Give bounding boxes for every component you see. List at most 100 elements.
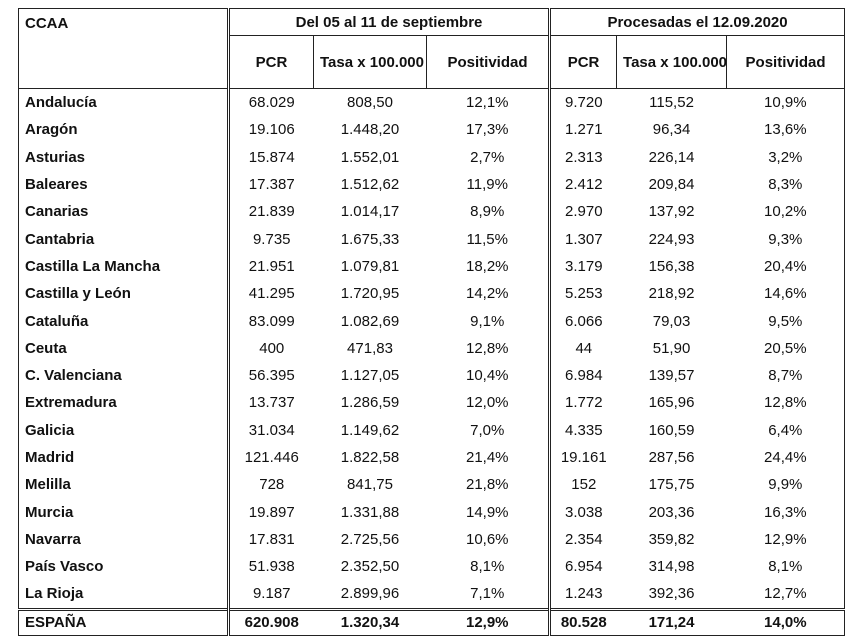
region-cell: ESPAÑA — [18, 607, 230, 636]
value-cell: 841,75 — [347, 476, 393, 494]
value-cell: 21,8% — [426, 471, 552, 499]
value-cell: 1.320,34 — [313, 607, 427, 636]
value-cell: 13.737 — [248, 394, 295, 412]
value-cell: 115,52 — [649, 94, 694, 112]
value-cell: 20,4% — [764, 257, 807, 275]
value-cell: 165,96 — [648, 394, 695, 412]
table-row: Cantabria 9.735 1.675,33 11,5% 1.307 224,93 9,… — [18, 225, 845, 253]
value-cell: 1.822,58 — [340, 449, 400, 466]
value-cell: 44 — [575, 339, 593, 357]
value-cell: 1.286,59 — [340, 394, 400, 412]
value-cell: 12,9% — [426, 607, 552, 636]
value-cell: 1.512,62 — [340, 176, 400, 194]
region-cell: Cataluña — [18, 307, 230, 335]
value-cell: 14,0% — [726, 607, 845, 636]
value-cell: 17.831 — [248, 530, 295, 548]
value-cell: 224,93 — [648, 230, 695, 248]
column-header: PCR — [228, 35, 314, 89]
value-cell: 392,36 — [648, 585, 695, 603]
table-row: Madrid 121.446 1.822,58 21,4% 19.161 287,56 24… — [18, 443, 845, 472]
value-cell: 1.243 — [565, 585, 603, 603]
value-cell: 9,3% — [768, 230, 803, 248]
value-cell: 8,1% — [768, 558, 803, 576]
region-cell: Galicia — [18, 416, 230, 444]
table-row: Andalucía 68.029 808,50 12,1% 9.720 115,52 10,… — [18, 88, 845, 117]
region-cell: Aragón — [18, 116, 230, 144]
value-cell: 1.307 — [565, 230, 603, 248]
value-cell: 31.034 — [248, 421, 295, 439]
value-cell: 51,90 — [652, 339, 691, 357]
region-cell: País Vasco — [18, 553, 230, 581]
value-cell: 6.066 — [565, 312, 603, 330]
table-row: Aragón 19.106 1.448,20 17,3% 1.271 96,34 13,6% — [18, 116, 845, 144]
value-cell: 3,2% — [768, 148, 803, 166]
column-header: Positividad — [425, 35, 552, 89]
value-cell: 83.099 — [248, 312, 295, 330]
value-cell: 1.720,95 — [340, 285, 400, 303]
value-cell: 9,5% — [768, 312, 803, 330]
value-cell: 287,56 — [648, 449, 695, 466]
value-cell: 68.029 — [248, 94, 295, 112]
value-cell: 209,84 — [648, 176, 695, 194]
value-cell: 11,9% — [426, 170, 552, 199]
value-cell: 5.253 — [565, 285, 603, 303]
value-cell: 2,7% — [426, 143, 552, 171]
value-cell: 160,59 — [648, 421, 695, 439]
table-row: País Vasco 51.938 2.352,50 8,1% 6.954 314,98 8… — [18, 553, 845, 581]
column-header: PCR — [549, 35, 618, 89]
value-cell: 2.352,50 — [340, 558, 400, 576]
value-cell: 8,1% — [426, 553, 552, 581]
value-cell: 17,3% — [426, 116, 552, 144]
value-cell: 1.331,88 — [340, 503, 400, 521]
region-cell: Andalucía — [18, 88, 230, 117]
value-cell: 471,83 — [347, 339, 393, 357]
region-cell: Ceuta — [18, 334, 230, 362]
value-cell: 56.395 — [248, 367, 295, 385]
value-cell: 203,36 — [648, 503, 695, 521]
value-cell: 2.412 — [565, 176, 603, 194]
value-cell: 12,0% — [426, 389, 552, 417]
value-cell: 1.675,33 — [340, 230, 400, 248]
table-row: C. Valenciana 56.395 1.127,05 10,4% 6.984 139… — [18, 361, 845, 390]
value-cell: 12,9% — [764, 530, 807, 548]
value-cell: 171,24 — [616, 607, 727, 636]
value-cell: 1.149,62 — [340, 421, 400, 439]
value-cell: 314,98 — [648, 558, 695, 576]
value-cell: 137,92 — [648, 203, 695, 221]
table-row: Baleares 17.387 1.512,62 11,9% 2.412 209,84 8,… — [18, 170, 845, 199]
value-cell: 11,5% — [426, 225, 552, 253]
value-cell: 24,4% — [764, 449, 807, 466]
table-row: Castilla La Mancha 21.951 1.079,81 18,2% 3.1… — [18, 252, 845, 281]
table-row: Asturias 15.874 1.552,01 2,7% 2.313 226,14 3,2… — [18, 143, 845, 171]
value-cell: 41.295 — [248, 285, 295, 303]
value-cell: 6,4% — [768, 421, 803, 439]
table-row: Extremadura 13.737 1.286,59 12,0% 1.772 165,9… — [18, 389, 845, 417]
value-cell: 139,57 — [648, 367, 695, 385]
value-cell: 12,8% — [764, 394, 807, 412]
value-cell: 9.735 — [252, 230, 291, 248]
value-cell: 12,1% — [426, 88, 552, 117]
value-cell: 156,38 — [648, 257, 695, 275]
region-cell: Madrid — [18, 443, 230, 472]
value-cell: 1.079,81 — [340, 257, 400, 275]
value-cell: 3.038 — [565, 503, 603, 521]
value-cell: 1.271 — [565, 121, 603, 139]
value-cell: 9.720 — [565, 94, 603, 112]
value-cell: 400 — [259, 339, 285, 357]
column-header: Positividad — [726, 35, 846, 89]
value-cell: 21.839 — [248, 203, 295, 221]
value-cell: 14,2% — [426, 280, 552, 308]
region-cell: C. Valenciana — [18, 361, 230, 390]
value-cell: 8,3% — [768, 176, 803, 194]
value-cell: 152 — [571, 476, 597, 494]
table-row: Melilla 728 841,75 21,8% 152 175,75 9,9% — [18, 471, 845, 499]
table-row: Navarra 17.831 2.725,56 10,6% 2.354 359,82 12,… — [18, 525, 845, 554]
value-cell: 2.725,56 — [340, 530, 400, 548]
column-header: Tasa x 100.000 — [616, 35, 728, 89]
region-cell: Murcia — [18, 498, 230, 526]
region-cell: Cantabria — [18, 225, 230, 253]
value-cell: 808,50 — [347, 94, 393, 112]
region-cell: Baleares — [18, 170, 230, 199]
region-cell: Extremadura — [18, 389, 230, 417]
value-cell: 1.127,05 — [340, 367, 400, 385]
